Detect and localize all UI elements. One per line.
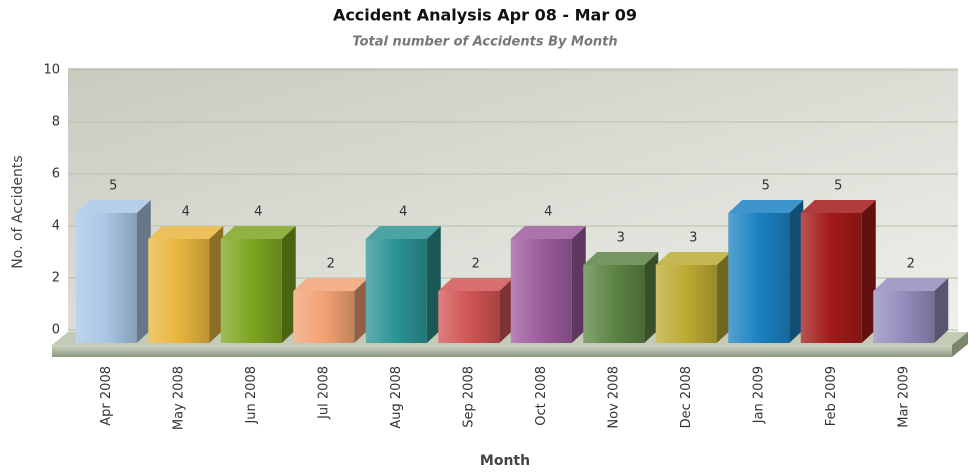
data-label: 5 <box>762 179 770 194</box>
bar-side <box>789 200 804 343</box>
x-tick-label: Aug 2008 <box>389 366 404 429</box>
bar <box>800 213 862 343</box>
floor-front <box>52 345 952 357</box>
bar-side <box>499 278 514 343</box>
x-tick-label: Dec 2008 <box>679 366 694 428</box>
data-label: 2 <box>907 257 915 272</box>
bar <box>75 213 137 343</box>
bar-top <box>800 200 876 213</box>
bar <box>220 239 282 343</box>
data-label: 3 <box>617 231 625 246</box>
data-label: 4 <box>544 205 552 220</box>
x-tick-label: Feb 2009 <box>824 366 839 426</box>
x-tick-label: Sep 2008 <box>461 366 476 428</box>
bar-top <box>293 278 369 291</box>
x-tick-label: Jan 2009 <box>751 366 766 424</box>
bar-top <box>655 252 731 265</box>
chart-subtitle: Total number of Accidents By Month <box>352 35 617 50</box>
data-label: 2 <box>472 257 480 272</box>
bar-side <box>644 252 659 343</box>
y-tick-label: 8 <box>52 115 60 130</box>
y-tick-label: 0 <box>52 323 60 338</box>
bar-side <box>209 226 224 343</box>
bar <box>583 265 645 343</box>
bar-side <box>716 252 731 343</box>
bar-top <box>510 226 586 239</box>
bar-side <box>861 200 876 343</box>
bar-top <box>220 226 296 239</box>
data-label: 5 <box>109 179 117 194</box>
y-axis-title: No. of Accidents <box>10 155 26 268</box>
bar <box>655 265 717 343</box>
x-tick-label: Jul 2008 <box>316 366 331 420</box>
x-tick-label: Nov 2008 <box>606 366 621 429</box>
data-label: 5 <box>834 179 842 194</box>
y-tick-label: 6 <box>52 167 60 182</box>
bar <box>148 239 210 343</box>
x-tick-label: May 2008 <box>171 366 186 430</box>
bar-top <box>728 200 804 213</box>
bar-top <box>365 226 441 239</box>
bar <box>293 291 355 343</box>
data-label: 2 <box>327 257 335 272</box>
x-tick-label: Oct 2008 <box>534 366 549 426</box>
y-tick-label: 2 <box>52 271 60 286</box>
y-tick-label: 10 <box>43 63 60 78</box>
bar-top <box>148 226 224 239</box>
chart-title: Accident Analysis Apr 08 - Mar 09 <box>333 6 637 25</box>
x-tick-label: Mar 2009 <box>896 366 911 428</box>
bar-top <box>873 278 949 291</box>
bar-top <box>75 200 151 213</box>
x-tick-label: Jun 2008 <box>244 366 259 425</box>
bar <box>873 291 935 343</box>
bar <box>728 213 790 343</box>
bar-top <box>583 252 659 265</box>
bar <box>438 291 500 343</box>
bar-top <box>438 278 514 291</box>
data-label: 3 <box>689 231 697 246</box>
x-tick-label: Apr 2008 <box>99 366 114 426</box>
data-label: 4 <box>182 205 190 220</box>
bar <box>365 239 427 343</box>
bar-side <box>354 278 369 343</box>
bar-side <box>281 226 296 343</box>
bar-side <box>426 226 441 343</box>
y-tick-label: 4 <box>52 219 60 234</box>
data-label: 4 <box>399 205 407 220</box>
floor-side <box>952 332 968 357</box>
bar-side <box>571 226 586 343</box>
bar <box>510 239 572 343</box>
data-label: 4 <box>254 205 262 220</box>
bar-side <box>136 200 151 343</box>
bar-side <box>934 278 949 343</box>
x-axis-title: Month <box>480 453 530 469</box>
